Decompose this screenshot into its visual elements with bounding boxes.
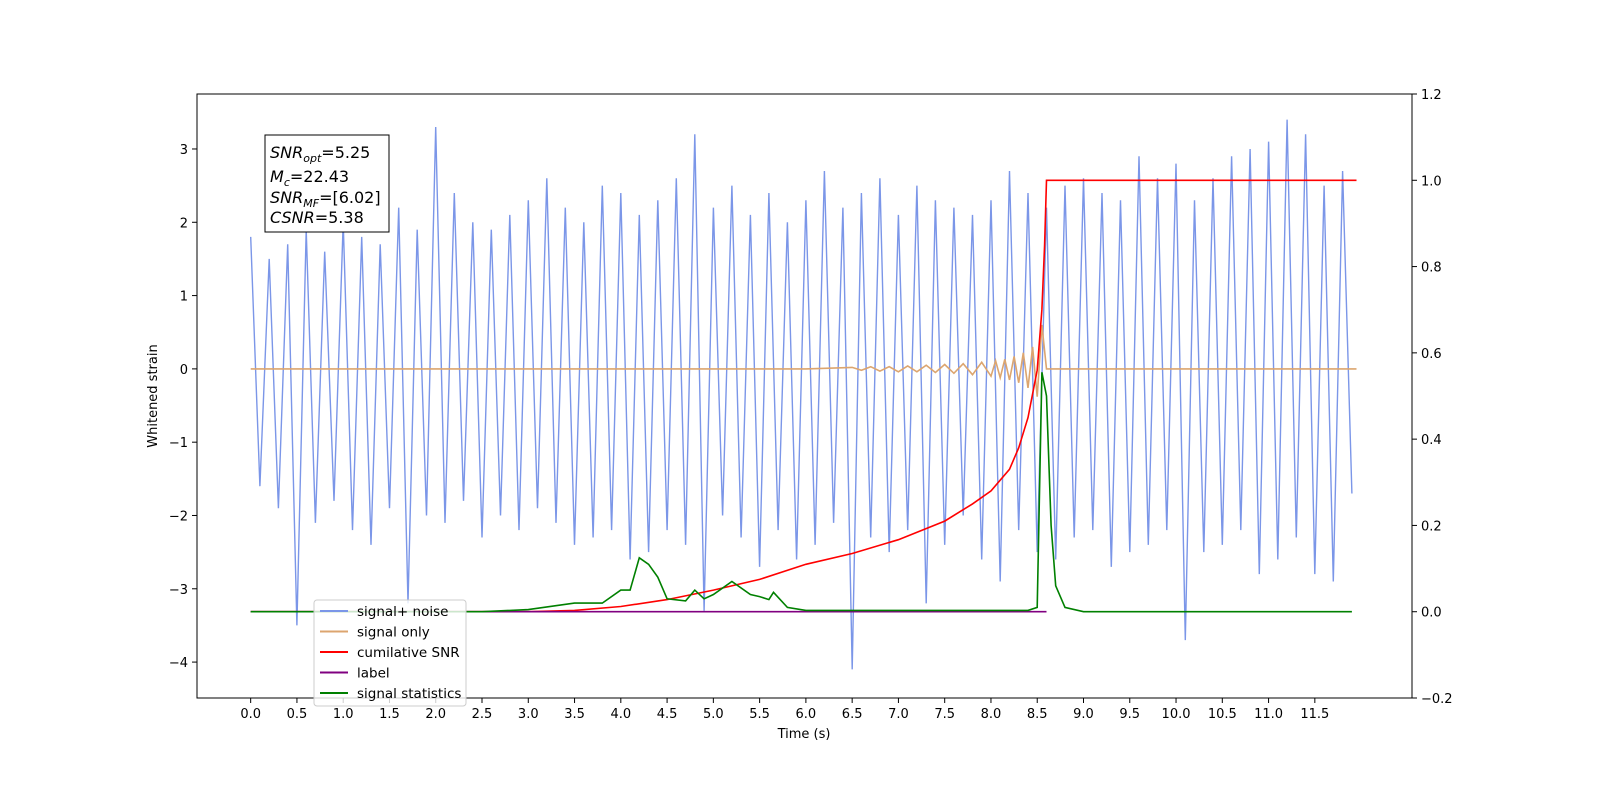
- x-tick-label: 11.0: [1254, 707, 1283, 722]
- series-line: [250, 324, 1357, 397]
- annotation-value: =22.43: [290, 167, 349, 186]
- legend-label: signal only: [357, 625, 430, 641]
- x-tick-label: 1.0: [333, 707, 354, 722]
- y-axis-label: Whitened strain: [146, 344, 161, 447]
- x-tick-label: 1.5: [379, 707, 400, 722]
- annotation: SNRMF=[6.02]: [270, 188, 381, 210]
- x-tick-label: 6.5: [842, 707, 863, 722]
- series-line: [250, 372, 1352, 613]
- x-tick-label: 7.0: [888, 707, 909, 722]
- y-tick-label: −1: [169, 436, 188, 451]
- y-tick-label: 3: [180, 143, 188, 158]
- x-axis-label: Time (s): [777, 727, 831, 742]
- y2-tick-label: 0.6: [1421, 347, 1442, 362]
- x-tick-label: 0.0: [240, 707, 261, 722]
- x-tick-label: 3.5: [564, 707, 585, 722]
- legend-label: label: [357, 666, 390, 682]
- x-tick-label: 2.5: [472, 707, 493, 722]
- x-tick-label: 7.5: [934, 707, 955, 722]
- x-tick-label: 8.5: [1027, 707, 1048, 722]
- annotation-subscript: c: [284, 176, 290, 189]
- annotation-subscript: MF: [303, 197, 319, 210]
- annotation-symbol: SNR: [270, 188, 303, 207]
- annotation-value: =[6.02]: [319, 188, 381, 207]
- legend-label: cumilative SNR: [357, 645, 460, 661]
- x-tick-label: 5.5: [749, 707, 770, 722]
- annotation: CSNR=5.38: [270, 208, 364, 227]
- legend-box: [313, 599, 467, 707]
- x-tick-label: 10.5: [1208, 707, 1237, 722]
- annotation-symbol: SNR: [270, 143, 303, 162]
- x-tick-label: 4.0: [610, 707, 631, 722]
- y-tick-label: 2: [180, 216, 188, 231]
- y2-tick-label: 1.0: [1421, 174, 1442, 189]
- x-tick-label: 4.5: [657, 707, 678, 722]
- y-tick-label: 0: [180, 363, 188, 378]
- y2-tick-label: 0.4: [1421, 433, 1442, 448]
- y2-tick-label: −0.2: [1421, 692, 1453, 707]
- series-line: [250, 119, 1353, 670]
- y2-tick-label: 0.0: [1421, 606, 1442, 621]
- legend-label: signal statistics: [357, 686, 461, 702]
- annotation-symbol: M: [270, 167, 284, 186]
- y2-tick-label: 0.8: [1421, 261, 1442, 276]
- x-tick-label: 8.0: [981, 707, 1002, 722]
- y-tick-label: −2: [169, 509, 188, 524]
- y2-tick-label: 0.2: [1421, 519, 1442, 534]
- annotation: SNRopt=5.25: [270, 143, 370, 165]
- x-tick-label: 11.5: [1300, 707, 1329, 722]
- annotation-value: =5.25: [321, 143, 370, 162]
- x-tick-label: 9.5: [1119, 707, 1140, 722]
- x-tick-label: 10.0: [1162, 707, 1191, 722]
- annotation-subscript: opt: [303, 152, 322, 165]
- y-tick-label: −3: [169, 583, 188, 598]
- x-tick-label: 0.5: [287, 707, 308, 722]
- y-tick-label: 1: [180, 290, 188, 305]
- annotation-symbol: CSNR: [270, 208, 315, 227]
- x-tick-label: 5.0: [703, 707, 724, 722]
- annotation: Mc=22.43: [270, 167, 349, 189]
- x-tick-label: 2.0: [425, 707, 446, 722]
- x-tick-label: 6.0: [796, 707, 817, 722]
- annotation-box: [264, 134, 390, 233]
- x-tick-label: 3.0: [518, 707, 539, 722]
- legend-label: signal+ noise: [357, 604, 448, 620]
- axes-frame: [196, 93, 1413, 699]
- x-tick-label: 9.0: [1073, 707, 1094, 722]
- series-line: [250, 179, 1357, 613]
- y-tick-label: −4: [169, 656, 188, 671]
- annotation-value: =5.38: [315, 208, 364, 227]
- y2-tick-label: 1.2: [1421, 88, 1442, 103]
